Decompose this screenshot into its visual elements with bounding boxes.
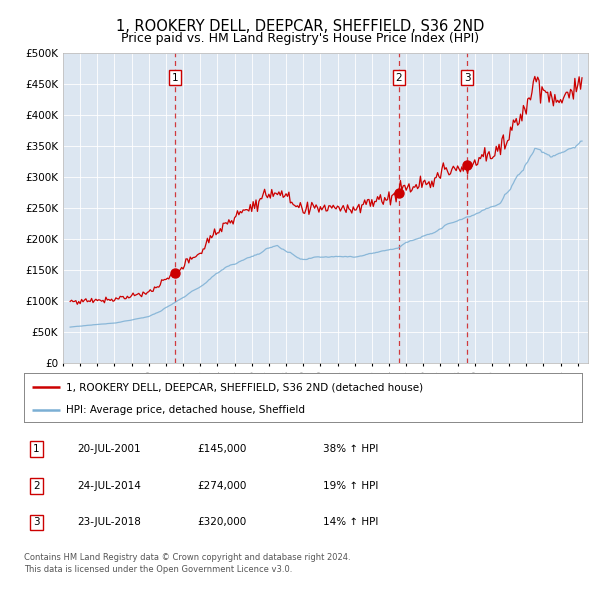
Text: £145,000: £145,000: [197, 444, 247, 454]
Text: £320,000: £320,000: [197, 517, 246, 527]
Text: 2: 2: [33, 481, 40, 491]
Text: 20-JUL-2001: 20-JUL-2001: [77, 444, 140, 454]
Text: Price paid vs. HM Land Registry's House Price Index (HPI): Price paid vs. HM Land Registry's House …: [121, 32, 479, 45]
Text: 1, ROOKERY DELL, DEEPCAR, SHEFFIELD, S36 2ND (detached house): 1, ROOKERY DELL, DEEPCAR, SHEFFIELD, S36…: [66, 382, 423, 392]
Text: 38% ↑ HPI: 38% ↑ HPI: [323, 444, 378, 454]
Text: 19% ↑ HPI: 19% ↑ HPI: [323, 481, 378, 491]
Text: 2: 2: [395, 73, 402, 83]
Text: 1: 1: [172, 73, 179, 83]
Text: 3: 3: [464, 73, 470, 83]
Text: 14% ↑ HPI: 14% ↑ HPI: [323, 517, 378, 527]
Text: 3: 3: [33, 517, 40, 527]
Text: HPI: Average price, detached house, Sheffield: HPI: Average price, detached house, Shef…: [66, 405, 305, 415]
Text: 1, ROOKERY DELL, DEEPCAR, SHEFFIELD, S36 2ND: 1, ROOKERY DELL, DEEPCAR, SHEFFIELD, S36…: [116, 19, 484, 34]
Text: £274,000: £274,000: [197, 481, 247, 491]
Text: 24-JUL-2014: 24-JUL-2014: [77, 481, 141, 491]
Text: 1: 1: [33, 444, 40, 454]
Text: Contains HM Land Registry data © Crown copyright and database right 2024.
This d: Contains HM Land Registry data © Crown c…: [24, 553, 350, 574]
Text: 23-JUL-2018: 23-JUL-2018: [77, 517, 141, 527]
